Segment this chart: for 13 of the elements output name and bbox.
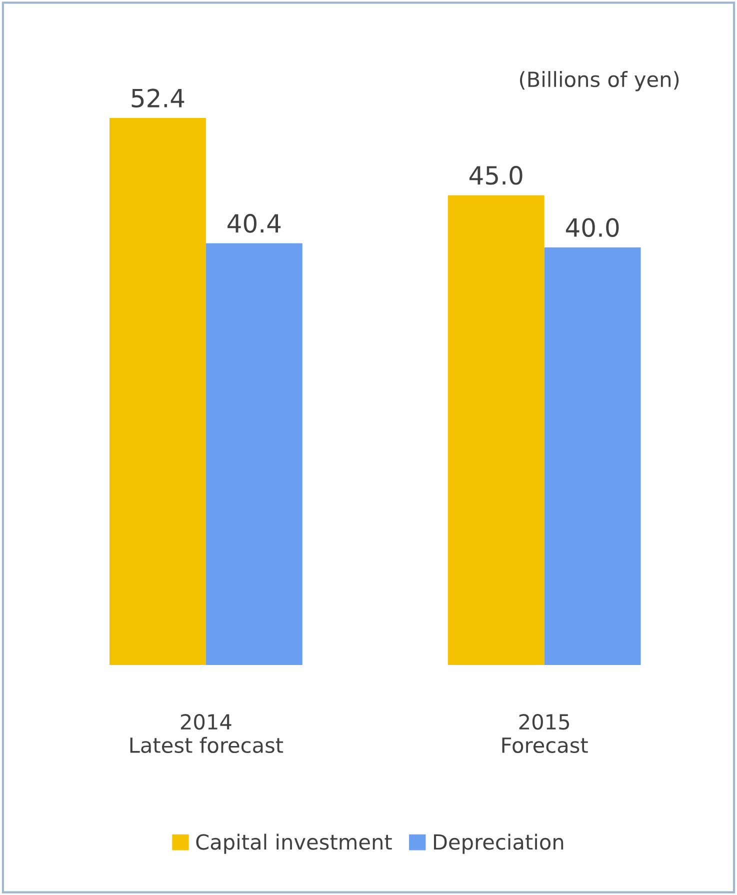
x-tick-label: 2014 Latest forecast	[130, 714, 284, 754]
bar	[544, 247, 641, 665]
legend-label: Capital investment	[196, 834, 392, 854]
text: (Billions of yen)	[520, 71, 679, 92]
data-label: 45.0	[469, 166, 522, 185]
legend-label: Depreciation	[434, 834, 564, 854]
bar	[110, 118, 206, 665]
data-label: 52.4	[132, 88, 184, 108]
x-tick-label: 2015 Forecast	[502, 714, 588, 754]
bar	[448, 195, 544, 665]
data-label: 40.0	[566, 218, 619, 237]
data-label: 40.4	[228, 214, 281, 233]
bar	[206, 243, 302, 665]
